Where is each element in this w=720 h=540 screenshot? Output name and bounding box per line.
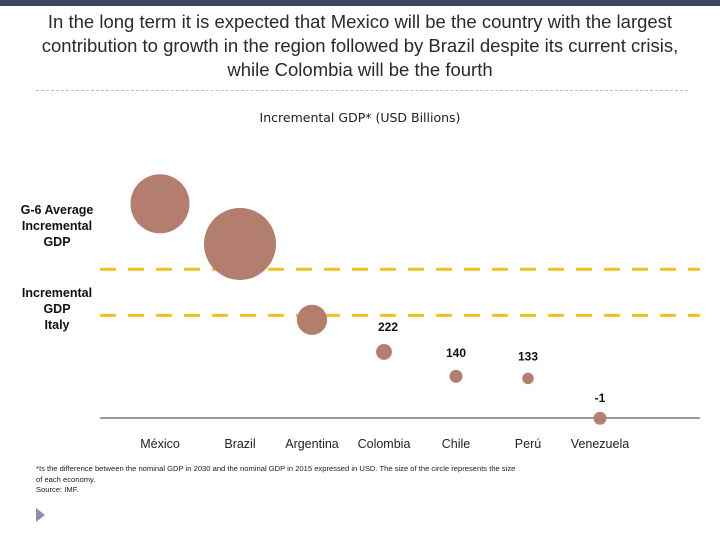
g6-average-label: G-6 Average Incremental GDP xyxy=(14,202,100,250)
bubble-chile xyxy=(449,369,463,383)
data-label-venezuela: -1 xyxy=(595,391,606,405)
bubble-mexico xyxy=(130,174,190,234)
bubble-venezuela xyxy=(593,411,607,425)
x-tick-label-venezuela: Venezuela xyxy=(571,437,629,451)
italy-label-line-1: Incremental xyxy=(21,286,93,300)
chart-title: Incremental GDP* (USD Billions) xyxy=(259,110,461,125)
x-tick-label-colombia: Colombia xyxy=(358,437,411,451)
bubble-argentina xyxy=(296,304,328,335)
data-label-peru: 133 xyxy=(518,350,538,364)
italy-label: Incremental GDP Italy xyxy=(14,285,100,333)
italy-label-line-2: GDP xyxy=(43,302,71,316)
x-tick-label-peru: Perú xyxy=(515,437,541,451)
bubble-brazil xyxy=(204,207,276,280)
page-title: In the long term it is expected that Mex… xyxy=(10,10,710,82)
x-tick-label-brazil: Brazil xyxy=(224,437,255,451)
separator-line xyxy=(36,90,688,91)
footnote-line-2: of each economy. xyxy=(36,474,96,484)
x-tick-label-argentina: Argentina xyxy=(285,437,339,451)
footnote: *Is the difference between the nominal G… xyxy=(36,464,676,496)
title-line-2: contribution to growth in the region fol… xyxy=(41,35,679,56)
bubble-peru xyxy=(522,372,534,385)
g6-label-line-2: Incremental xyxy=(21,219,93,233)
g6-label-line-1: G-6 Average xyxy=(20,203,94,217)
top-accent-bar xyxy=(0,0,720,6)
slide-bullet-icon xyxy=(36,508,45,522)
footnote-source: Source: IMF. xyxy=(36,485,79,494)
g6-label-line-3: GDP xyxy=(43,235,71,249)
data-label-colombia: 222 xyxy=(378,320,398,334)
bubble-colombia xyxy=(376,344,392,360)
title-line-1: In the long term it is expected that Mex… xyxy=(47,11,673,32)
x-tick-label-chile: Chile xyxy=(442,437,471,451)
x-tick-label-mexico: México xyxy=(140,437,180,451)
footnote-line-1: *Is the difference between the nominal G… xyxy=(36,464,516,473)
data-label-chile: 140 xyxy=(446,346,466,360)
italy-label-line-3: Italy xyxy=(44,318,70,332)
title-line-3: while Colombia will be the fourth xyxy=(227,59,493,80)
